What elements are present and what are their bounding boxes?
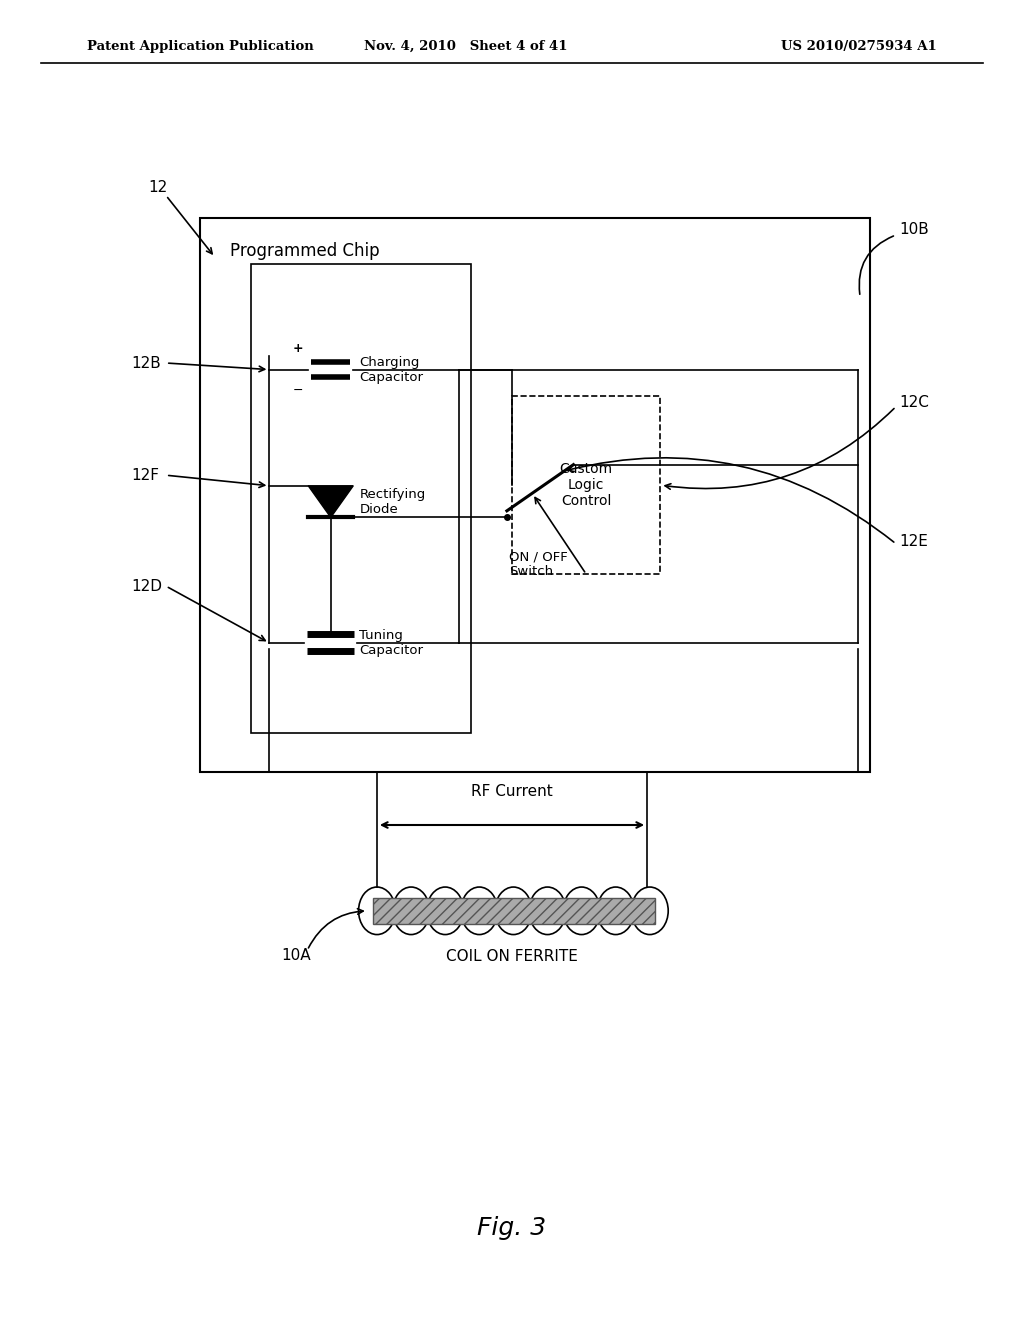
Bar (200, 218, 870, 772)
Text: 12E: 12E (899, 533, 928, 549)
Text: Rectifying
Diode: Rectifying Diode (359, 487, 426, 516)
Text: 10A: 10A (282, 948, 311, 964)
Text: 12: 12 (148, 180, 168, 195)
Text: Tuning
Capacitor: Tuning Capacitor (359, 628, 424, 657)
Text: Nov. 4, 2010   Sheet 4 of 41: Nov. 4, 2010 Sheet 4 of 41 (365, 40, 567, 53)
Text: RF Current: RF Current (471, 784, 553, 800)
Text: 10B: 10B (899, 222, 929, 238)
Text: Fig. 3: Fig. 3 (477, 1216, 547, 1239)
Text: US 2010/0275934 A1: US 2010/0275934 A1 (781, 40, 937, 53)
Bar (251, 264, 471, 733)
Text: Programmed Chip: Programmed Chip (230, 242, 380, 260)
Polygon shape (308, 486, 353, 517)
Text: Patent Application Publication: Patent Application Publication (87, 40, 313, 53)
Bar (374, 898, 655, 924)
Text: Charging
Capacitor: Charging Capacitor (359, 355, 424, 384)
Text: 12F: 12F (131, 467, 159, 483)
Text: 12B: 12B (131, 355, 161, 371)
Text: −: − (293, 384, 303, 397)
Text: +: + (293, 342, 303, 355)
Bar (512, 396, 660, 574)
Text: 12D: 12D (131, 578, 162, 594)
Text: COIL ON FERRITE: COIL ON FERRITE (446, 949, 578, 964)
Text: Custom
Logic
Control: Custom Logic Control (560, 462, 612, 508)
Text: ON / OFF
Switch: ON / OFF Switch (509, 550, 567, 578)
Text: 12C: 12C (899, 395, 929, 411)
